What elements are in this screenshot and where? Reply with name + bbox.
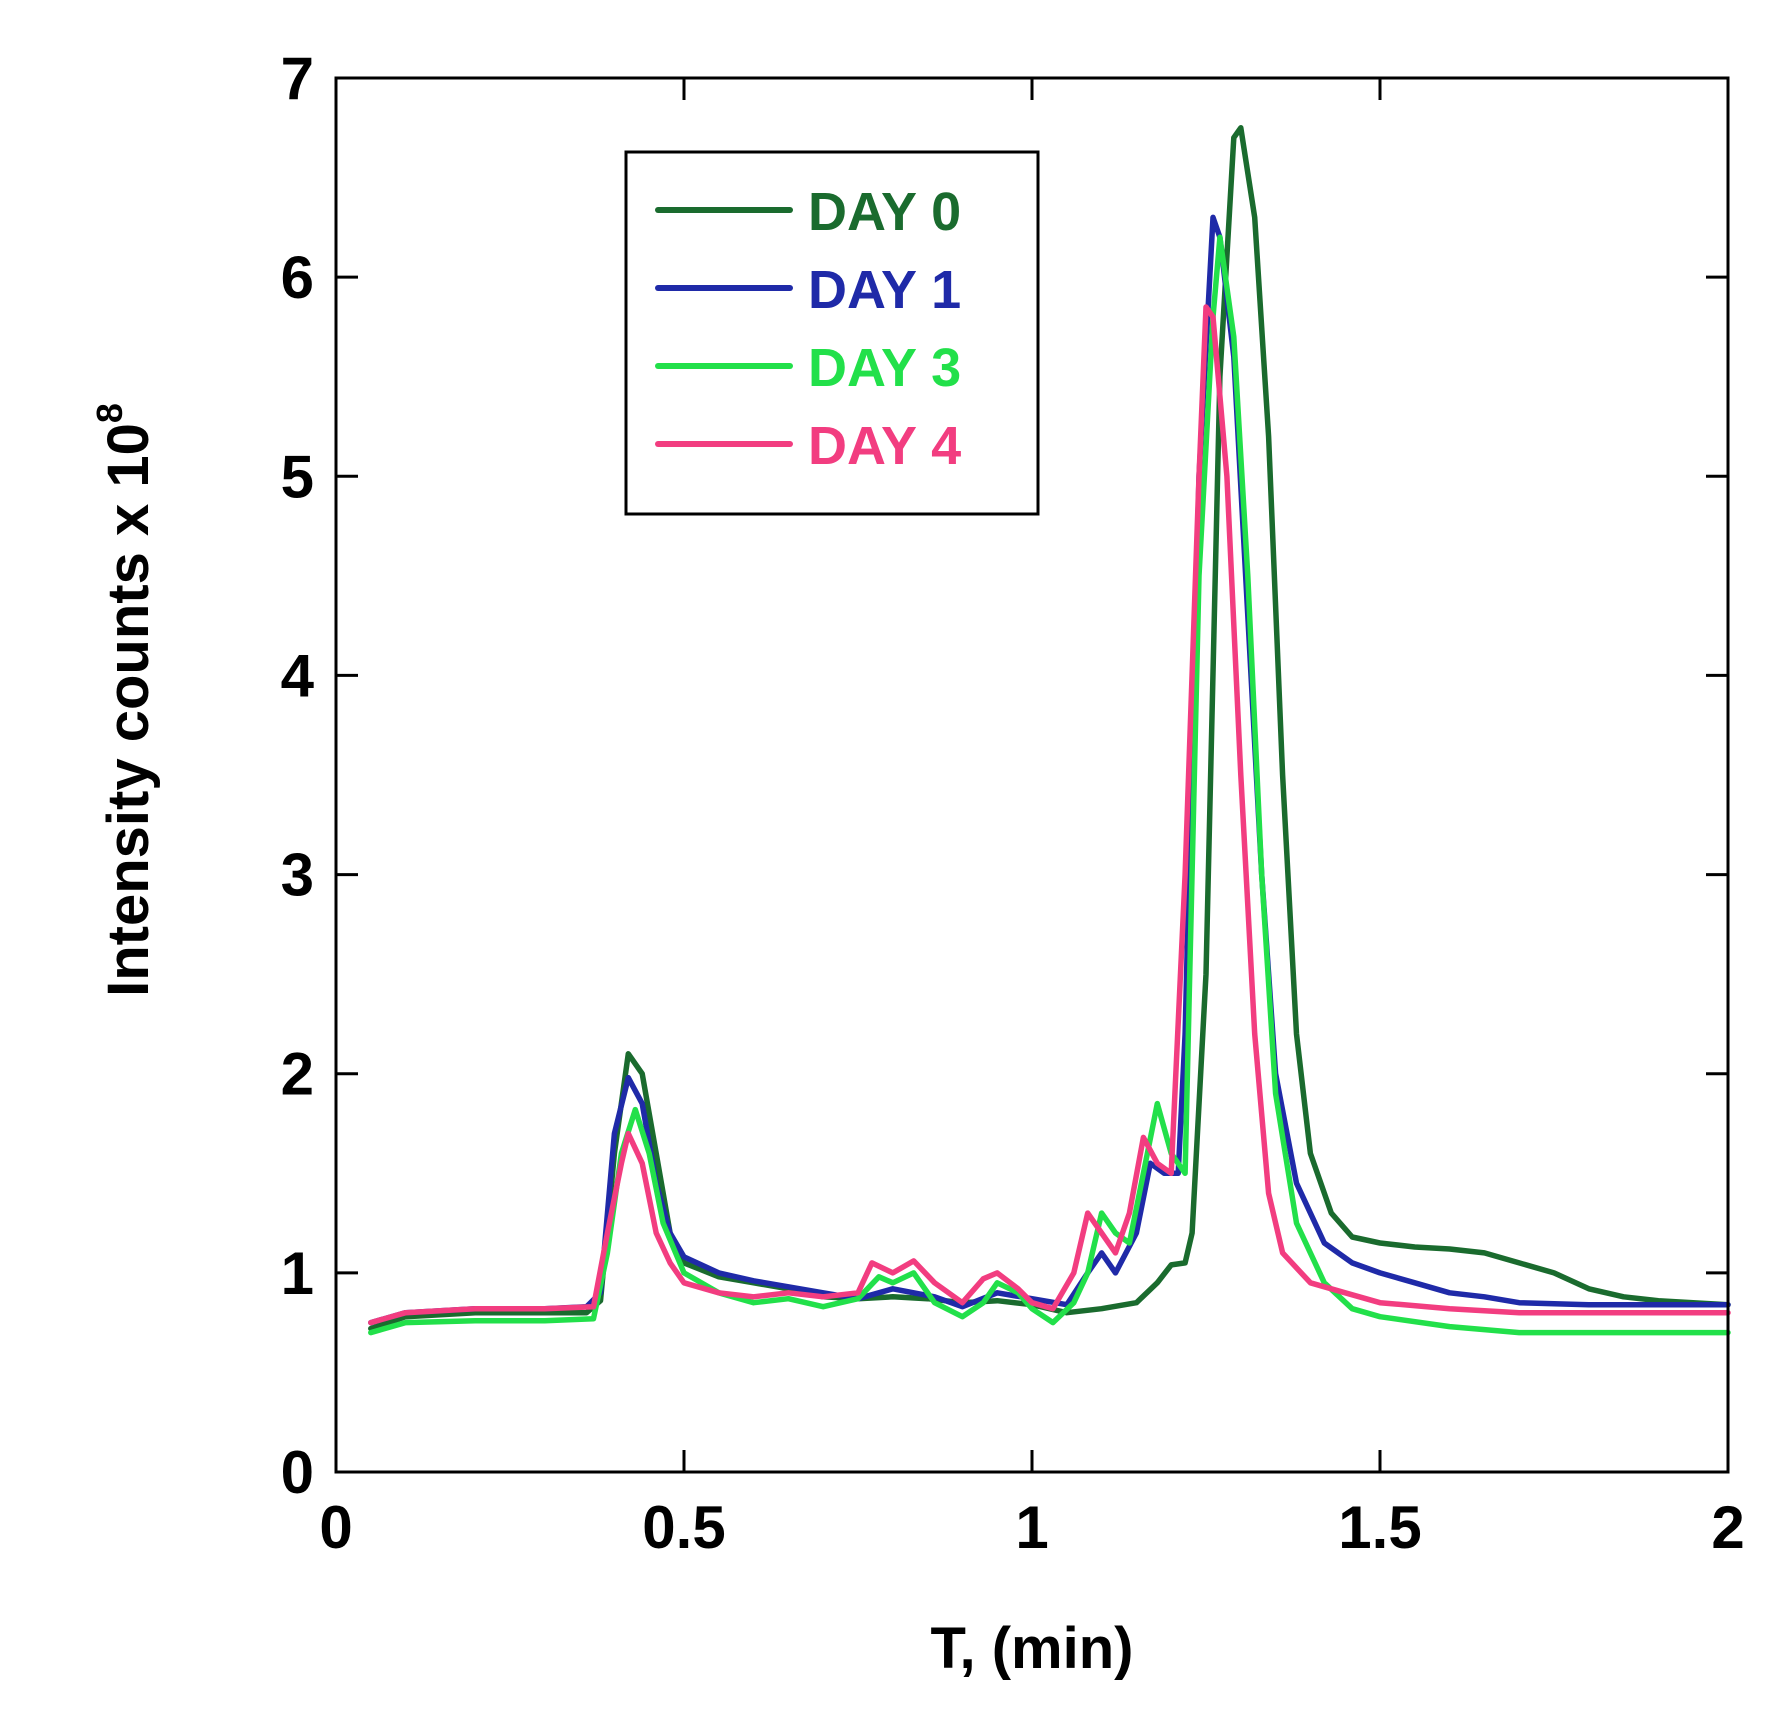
x-axis-title: T, (min): [931, 1616, 1134, 1681]
y-tick-label-7: 7: [281, 45, 314, 112]
legend-entries: DAY 0 DAY 1 DAY 3 DAY 4: [655, 182, 961, 476]
y-axis-title: Intensity counts x 108: [89, 403, 161, 997]
plot-frame: [334, 76, 1730, 1474]
y-tick-label-0: 0: [281, 1439, 314, 1506]
legend-label-day-1: DAY 1: [808, 260, 961, 320]
series-line-day-4: [368, 304, 1731, 1326]
y-axis-title-exponent: 8: [89, 403, 130, 423]
series-line-day-3: [368, 234, 1731, 1336]
y-tick-label-6: 6: [281, 244, 314, 311]
y-tick-label-4: 4: [281, 642, 315, 709]
x-tick-label-3: 1.5: [1338, 1494, 1421, 1561]
legend-label-day-4: DAY 4: [808, 416, 961, 476]
y-axis-title-main: Intensity counts x 10: [96, 423, 161, 997]
series-line-day-1: [368, 214, 1731, 1326]
y-tick-label-3: 3: [281, 842, 314, 909]
x-tick-label-1: 0.5: [642, 1494, 725, 1561]
y-tick-label-2: 2: [281, 1041, 314, 1108]
legend: DAY 0 DAY 1 DAY 3 DAY 4: [624, 150, 1040, 516]
legend-label-day-0: DAY 0: [808, 182, 961, 242]
y-tick-label-5: 5: [281, 443, 314, 510]
series-layer: [368, 125, 1731, 1336]
x-tick-label-2: 1: [1015, 1494, 1048, 1561]
y-tick-label-1: 1: [281, 1240, 314, 1307]
x-tick-label-0: 0: [319, 1494, 352, 1561]
series-line-day-0: [368, 125, 1731, 1332]
ticks-layer: 0 0.5 1 1.5 2 0 1 2 3 4 5 6 7: [281, 45, 1745, 1561]
legend-label-day-3: DAY 3: [808, 338, 961, 398]
x-tick-label-4: 2: [1711, 1494, 1744, 1561]
